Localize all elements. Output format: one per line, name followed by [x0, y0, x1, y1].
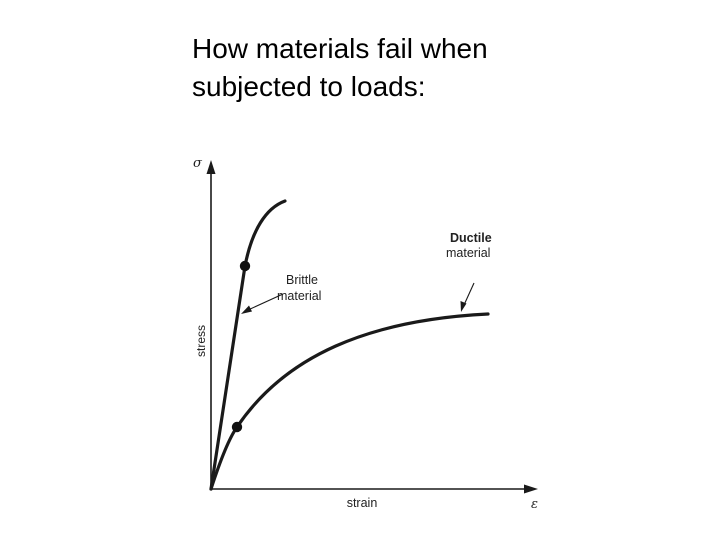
brittle-leader-line: [247, 293, 284, 311]
ductile-leader-line: [463, 282, 475, 306]
y-axis-label: stress: [194, 325, 208, 357]
y-axis-symbol: σ: [193, 156, 203, 171]
ductile-label-line-2: material: [446, 246, 490, 260]
brittle-label-line-2: material: [277, 289, 321, 303]
x-axis-label: strain: [347, 496, 378, 510]
ductile-label-line-1: Ductile: [450, 231, 492, 245]
title-line-1: How materials fail when: [192, 33, 488, 64]
brittle-leader-arrowhead: [241, 305, 252, 314]
ductile-curve: [209, 312, 490, 491]
title-line-2: subjected to loads:: [192, 71, 426, 102]
slide-title: How materials fail when subjected to loa…: [192, 30, 672, 106]
brittle-label-line-1: Brittle: [286, 273, 318, 287]
y-axis-arrowhead: [206, 160, 216, 174]
x-axis-symbol: ε: [531, 497, 538, 512]
ductile-marker-point: [231, 421, 243, 433]
x-axis-arrowhead: [524, 484, 538, 494]
brittle-marker-point: [239, 260, 251, 272]
figure-background: [180, 132, 560, 522]
ductile-leader-arrowhead: [460, 301, 467, 312]
